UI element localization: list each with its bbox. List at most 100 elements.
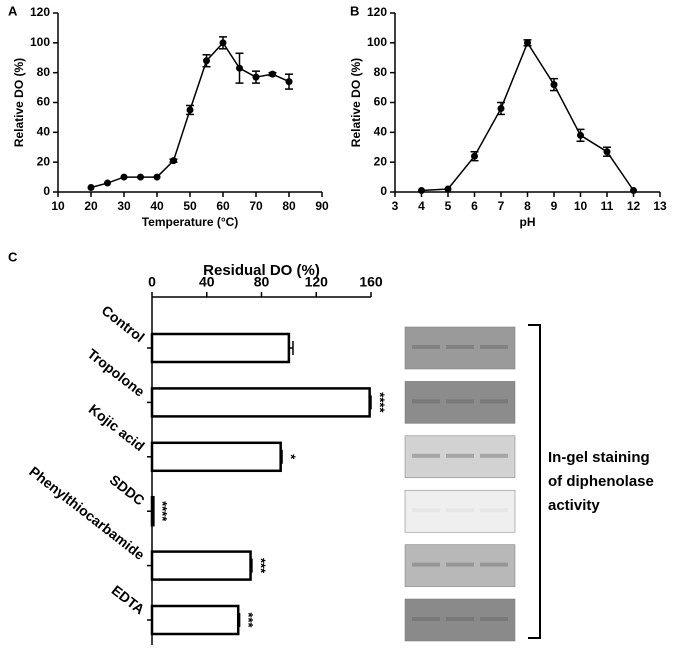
y-tick-label: 60 (374, 95, 388, 109)
x-tick-label: 50 (183, 199, 197, 213)
bar (150, 387, 371, 418)
x-tick-label: 80 (282, 199, 296, 213)
gel-band (412, 562, 440, 567)
x-tick-label: 10 (51, 199, 65, 213)
data-point (137, 173, 144, 181)
bracket (528, 324, 541, 639)
significance-label: **** (155, 501, 170, 522)
gel-lane-image (404, 381, 516, 424)
significance-label: *** (253, 558, 268, 574)
x-tick-label: 5 (445, 199, 452, 213)
data-point (285, 78, 293, 86)
gel-lane-image (404, 544, 516, 587)
gel-band (480, 453, 508, 458)
data-point (418, 187, 425, 195)
significance-label: *** (241, 612, 256, 628)
error-bar (288, 341, 294, 355)
bar (150, 332, 291, 364)
x-tick-label: 6 (471, 199, 478, 213)
y-tick-label: 40 (37, 125, 51, 139)
gel-band (446, 453, 474, 458)
bar (150, 604, 240, 636)
data-point (269, 70, 276, 78)
x-tick-label: 8 (524, 199, 531, 213)
data-point (252, 73, 260, 81)
y-axis-label: Relative DO (%) (12, 58, 26, 147)
panel-label: B (350, 3, 359, 18)
x-tick-label: 80 (254, 274, 270, 290)
category-label: Kojic acid (86, 401, 148, 454)
significance-label: * (284, 454, 299, 460)
panel-label: A (8, 3, 18, 18)
error-bar (250, 558, 253, 573)
error-bar (369, 395, 372, 410)
gel-band (480, 345, 508, 349)
gel-band (480, 562, 508, 567)
x-tick-label: 70 (249, 199, 263, 213)
gel-label: In-gel staining (548, 449, 650, 466)
bar (150, 550, 252, 581)
gel-band (480, 399, 508, 404)
data-point (577, 131, 584, 139)
x-tick-label: 60 (216, 199, 230, 213)
x-tick-label: 11 (601, 199, 614, 213)
bar (150, 495, 155, 527)
gel-band (412, 453, 440, 458)
data-point (203, 57, 210, 65)
gel-band (412, 508, 440, 513)
y-tick-label: 40 (374, 125, 388, 139)
x-tick-label: 30 (117, 199, 131, 213)
x-tick-label: 7 (498, 199, 505, 213)
y-tick-label: 100 (367, 35, 387, 49)
data-point (550, 81, 558, 89)
x-tick-label: 160 (359, 274, 383, 290)
x-tick-label: 0 (148, 274, 156, 290)
x-tick-label: 12 (627, 199, 641, 213)
gel-band (446, 508, 474, 513)
significance-label: **** (373, 392, 388, 413)
x-tick-label: 4 (418, 199, 425, 213)
data-point (497, 104, 505, 112)
data-point (87, 184, 95, 192)
data-point (219, 39, 227, 47)
y-tick-label: 120 (30, 5, 50, 19)
x-tick-label: 13 (653, 199, 667, 213)
panel-label: C (8, 249, 18, 264)
gel-lane-image (404, 598, 516, 642)
x-axis-label: pH (520, 215, 536, 229)
gel-label: activity (548, 497, 600, 514)
gel-band (446, 562, 474, 567)
gel-band (412, 617, 440, 621)
x-tick-label: 3 (392, 199, 399, 213)
y-tick-label: 120 (367, 5, 387, 19)
gel-lane-image (404, 435, 516, 479)
error-bar (280, 449, 283, 464)
gel-band (480, 617, 508, 621)
gel-lane-image (404, 489, 516, 533)
gel-label: of diphenolase (548, 473, 654, 490)
data-point (120, 173, 128, 181)
error-bar (238, 613, 241, 627)
y-axis-label: Relative DO (%) (349, 58, 363, 147)
x-tick-label: 40 (199, 274, 215, 290)
gel-band (446, 617, 474, 621)
y-tick-label: 20 (374, 154, 388, 168)
data-point (153, 173, 161, 181)
data-point (170, 157, 177, 165)
bar (150, 441, 282, 473)
x-tick-label: 90 (315, 199, 329, 213)
data-point (524, 39, 531, 47)
x-tick-label: 10 (574, 199, 588, 213)
gel-band (412, 345, 440, 349)
category-label: Phenylthiocarbamide (26, 463, 148, 563)
data-line (421, 41, 635, 192)
gel-band (412, 399, 440, 404)
data-point (186, 106, 194, 114)
category-label: EDTA (109, 582, 148, 617)
y-tick-label: 0 (43, 184, 50, 198)
y-tick-label: 100 (30, 35, 50, 49)
gel-band (446, 345, 474, 349)
gel-band (446, 399, 474, 404)
category-label: SDDC (107, 471, 148, 508)
